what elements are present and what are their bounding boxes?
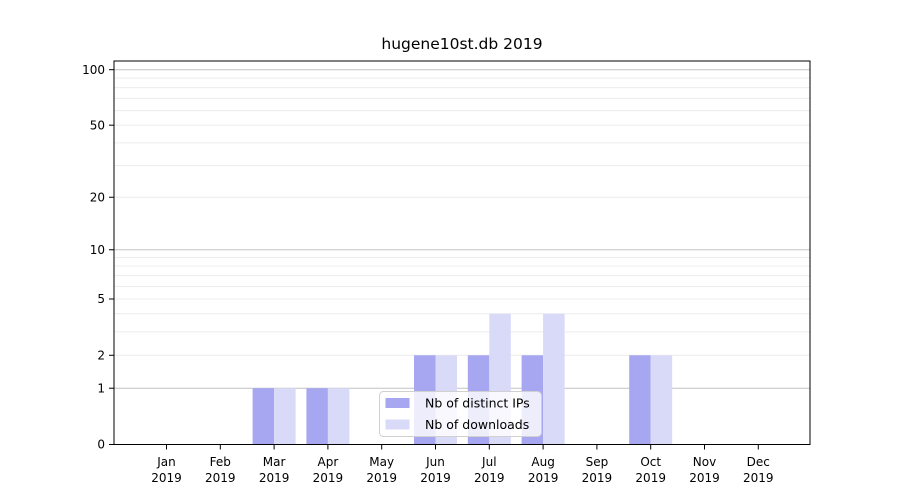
x-tick-label-year: 2019	[259, 471, 290, 485]
legend-label-downloads: Nb of downloads	[425, 417, 529, 432]
plot-border	[113, 60, 811, 445]
x-tick-label-month: Oct	[640, 455, 661, 469]
x-tick-label-year: 2019	[313, 471, 344, 485]
x-tick-label-year: 2019	[689, 471, 720, 485]
y-tick-label: 2	[97, 348, 105, 362]
x-tick-label-month: Feb	[210, 455, 231, 469]
x-tick-label-year: 2019	[743, 471, 774, 485]
legend: Nb of distinct IPs Nb of downloads	[379, 391, 542, 437]
y-tick-label: 5	[97, 292, 105, 306]
x-tick-label-year: 2019	[635, 471, 666, 485]
x-tick-label-month: Jan	[156, 455, 176, 469]
bar-downloads-apr	[327, 388, 350, 445]
y-tick-label: 20	[90, 190, 105, 204]
x-tick-label-month: Jul	[481, 455, 496, 469]
y-tick-label: 10	[90, 243, 105, 257]
x-tick-label-month: Mar	[263, 455, 286, 469]
y-tick-label: 100	[82, 63, 105, 77]
chart-title: hugene10st.db 2019	[381, 35, 543, 53]
x-tick-label-year: 2019	[151, 471, 182, 485]
legend-swatch-downloads	[385, 419, 410, 430]
legend-box	[379, 391, 542, 437]
y-tick-label: 1	[97, 381, 105, 395]
x-tick-label-month: Aug	[531, 455, 554, 469]
x-tick-label-month: Sep	[586, 455, 609, 469]
x-tick-label-year: 2019	[205, 471, 236, 485]
bar-distinct-ips-apr	[306, 388, 328, 445]
bar-downloads-oct	[650, 355, 673, 445]
bar-distinct-ips-mar	[252, 388, 275, 445]
x-tick-label-month: Nov	[693, 455, 716, 469]
x-tick-label-month: Dec	[747, 455, 770, 469]
x-tick-label-year: 2019	[528, 471, 559, 485]
x-tick-label-year: 2019	[366, 471, 397, 485]
y-tick-label: 0	[97, 438, 105, 452]
x-tick-label-month: Jun	[425, 455, 445, 469]
x-tick-label-year: 2019	[474, 471, 505, 485]
bar-downloads-aug	[543, 313, 565, 445]
x-tick-label-month: Apr	[318, 455, 339, 469]
x-tick-label-month: May	[369, 455, 394, 469]
legend-label-distinct-ips: Nb of distinct IPs	[425, 396, 530, 411]
y-tick-label: 50	[90, 118, 105, 132]
legend-swatch-distinct-ips	[385, 398, 410, 408]
x-tick-label-year: 2019	[420, 471, 451, 485]
bar-downloads-mar	[274, 388, 296, 445]
bar-distinct-ips-oct	[629, 355, 651, 445]
x-tick-label-year: 2019	[582, 471, 613, 485]
